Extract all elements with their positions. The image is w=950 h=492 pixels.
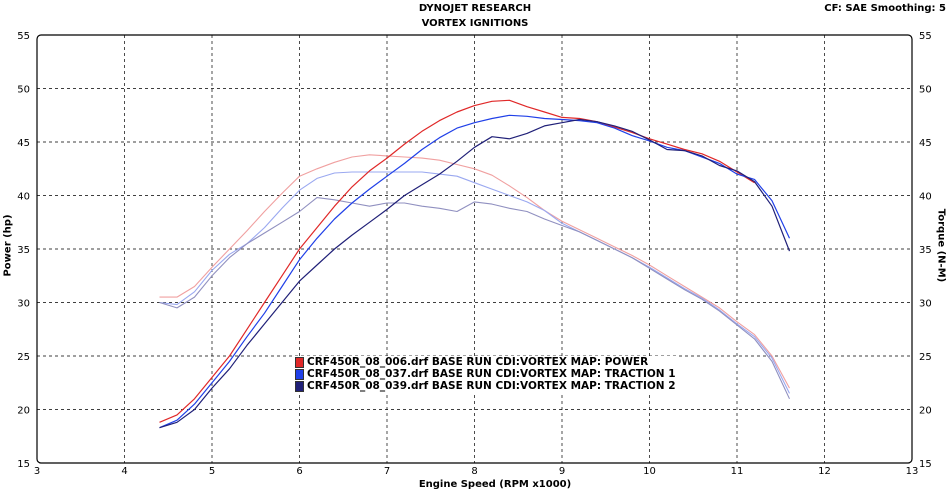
y-tick-label: 45 [17, 138, 30, 149]
legend-label: CRF450R_08_006.drf BASE RUN CDI:VORTEX M… [307, 356, 649, 368]
y2-tick-label: 45 [919, 138, 932, 149]
torque-line [159, 197, 790, 400]
chart-title-1: DYNOJET RESEARCH [418, 3, 532, 14]
y2-tick-label: 50 [919, 85, 932, 96]
y-tick-label: 40 [17, 192, 30, 203]
y-tick-label: 20 [17, 406, 30, 417]
legend-item: CRF450R_08_039.drf BASE RUN CDI:VORTEX M… [295, 380, 676, 392]
legend-swatch [295, 380, 304, 392]
legend-swatch [295, 356, 304, 368]
y2-tick-label: 20 [919, 406, 932, 417]
legend-label: CRF450R_08_037.drf BASE RUN CDI:VORTEX M… [307, 368, 676, 380]
x-tick-label: 9 [559, 466, 565, 477]
y-tick-label: 35 [17, 245, 30, 256]
torque-line [159, 154, 790, 389]
plot-frame [36, 34, 913, 464]
settings-label: CF: SAE Smoothing: 5 [824, 3, 946, 14]
x-tick-label: 11 [731, 466, 744, 477]
y2-tick-label: 40 [919, 192, 932, 203]
y-tick-label: 30 [17, 299, 30, 310]
x-tick-label: 12 [818, 466, 831, 477]
y-tick-label: 50 [17, 85, 30, 96]
y2-tick-label: 35 [919, 245, 932, 256]
legend-label: CRF450R_08_039.drf BASE RUN CDI:VORTEX M… [307, 380, 676, 392]
torque-line [159, 171, 790, 394]
chart-title-2: VORTEX IGNITIONS [421, 18, 529, 29]
y-axis-label: Power (hp) [2, 214, 14, 277]
x-tick-label: 6 [296, 466, 302, 477]
x-tick-label: 8 [471, 466, 477, 477]
y2-tick-label: 15 [919, 459, 932, 470]
x-tick-label: 7 [384, 466, 390, 477]
y2-tick-label: 25 [919, 352, 932, 363]
legend-item: CRF450R_08_006.drf BASE RUN CDI:VORTEX M… [295, 356, 676, 368]
x-tick-label: 3 [34, 466, 40, 477]
power-line [159, 118, 791, 429]
power-line [159, 99, 755, 423]
legend-item: CRF450R_08_037.drf BASE RUN CDI:VORTEX M… [295, 368, 676, 380]
x-tick-label: 13 [906, 466, 919, 477]
x-axis-label: Engine Speed (RPM x1000) [418, 479, 572, 490]
y-tick-label: 15 [17, 459, 30, 470]
legend: CRF450R_08_006.drf BASE RUN CDI:VORTEX M… [295, 356, 676, 392]
y2-axis-label: Torque (N-M) [935, 208, 947, 283]
y2-tick-label: 55 [919, 31, 932, 42]
x-tick-label: 5 [209, 466, 215, 477]
x-tick-label: 4 [121, 466, 127, 477]
y-tick-label: 25 [17, 352, 30, 363]
legend-swatch [295, 368, 304, 380]
y2-tick-label: 30 [919, 299, 932, 310]
y-tick-label: 55 [17, 31, 30, 42]
x-tick-label: 10 [643, 466, 656, 477]
